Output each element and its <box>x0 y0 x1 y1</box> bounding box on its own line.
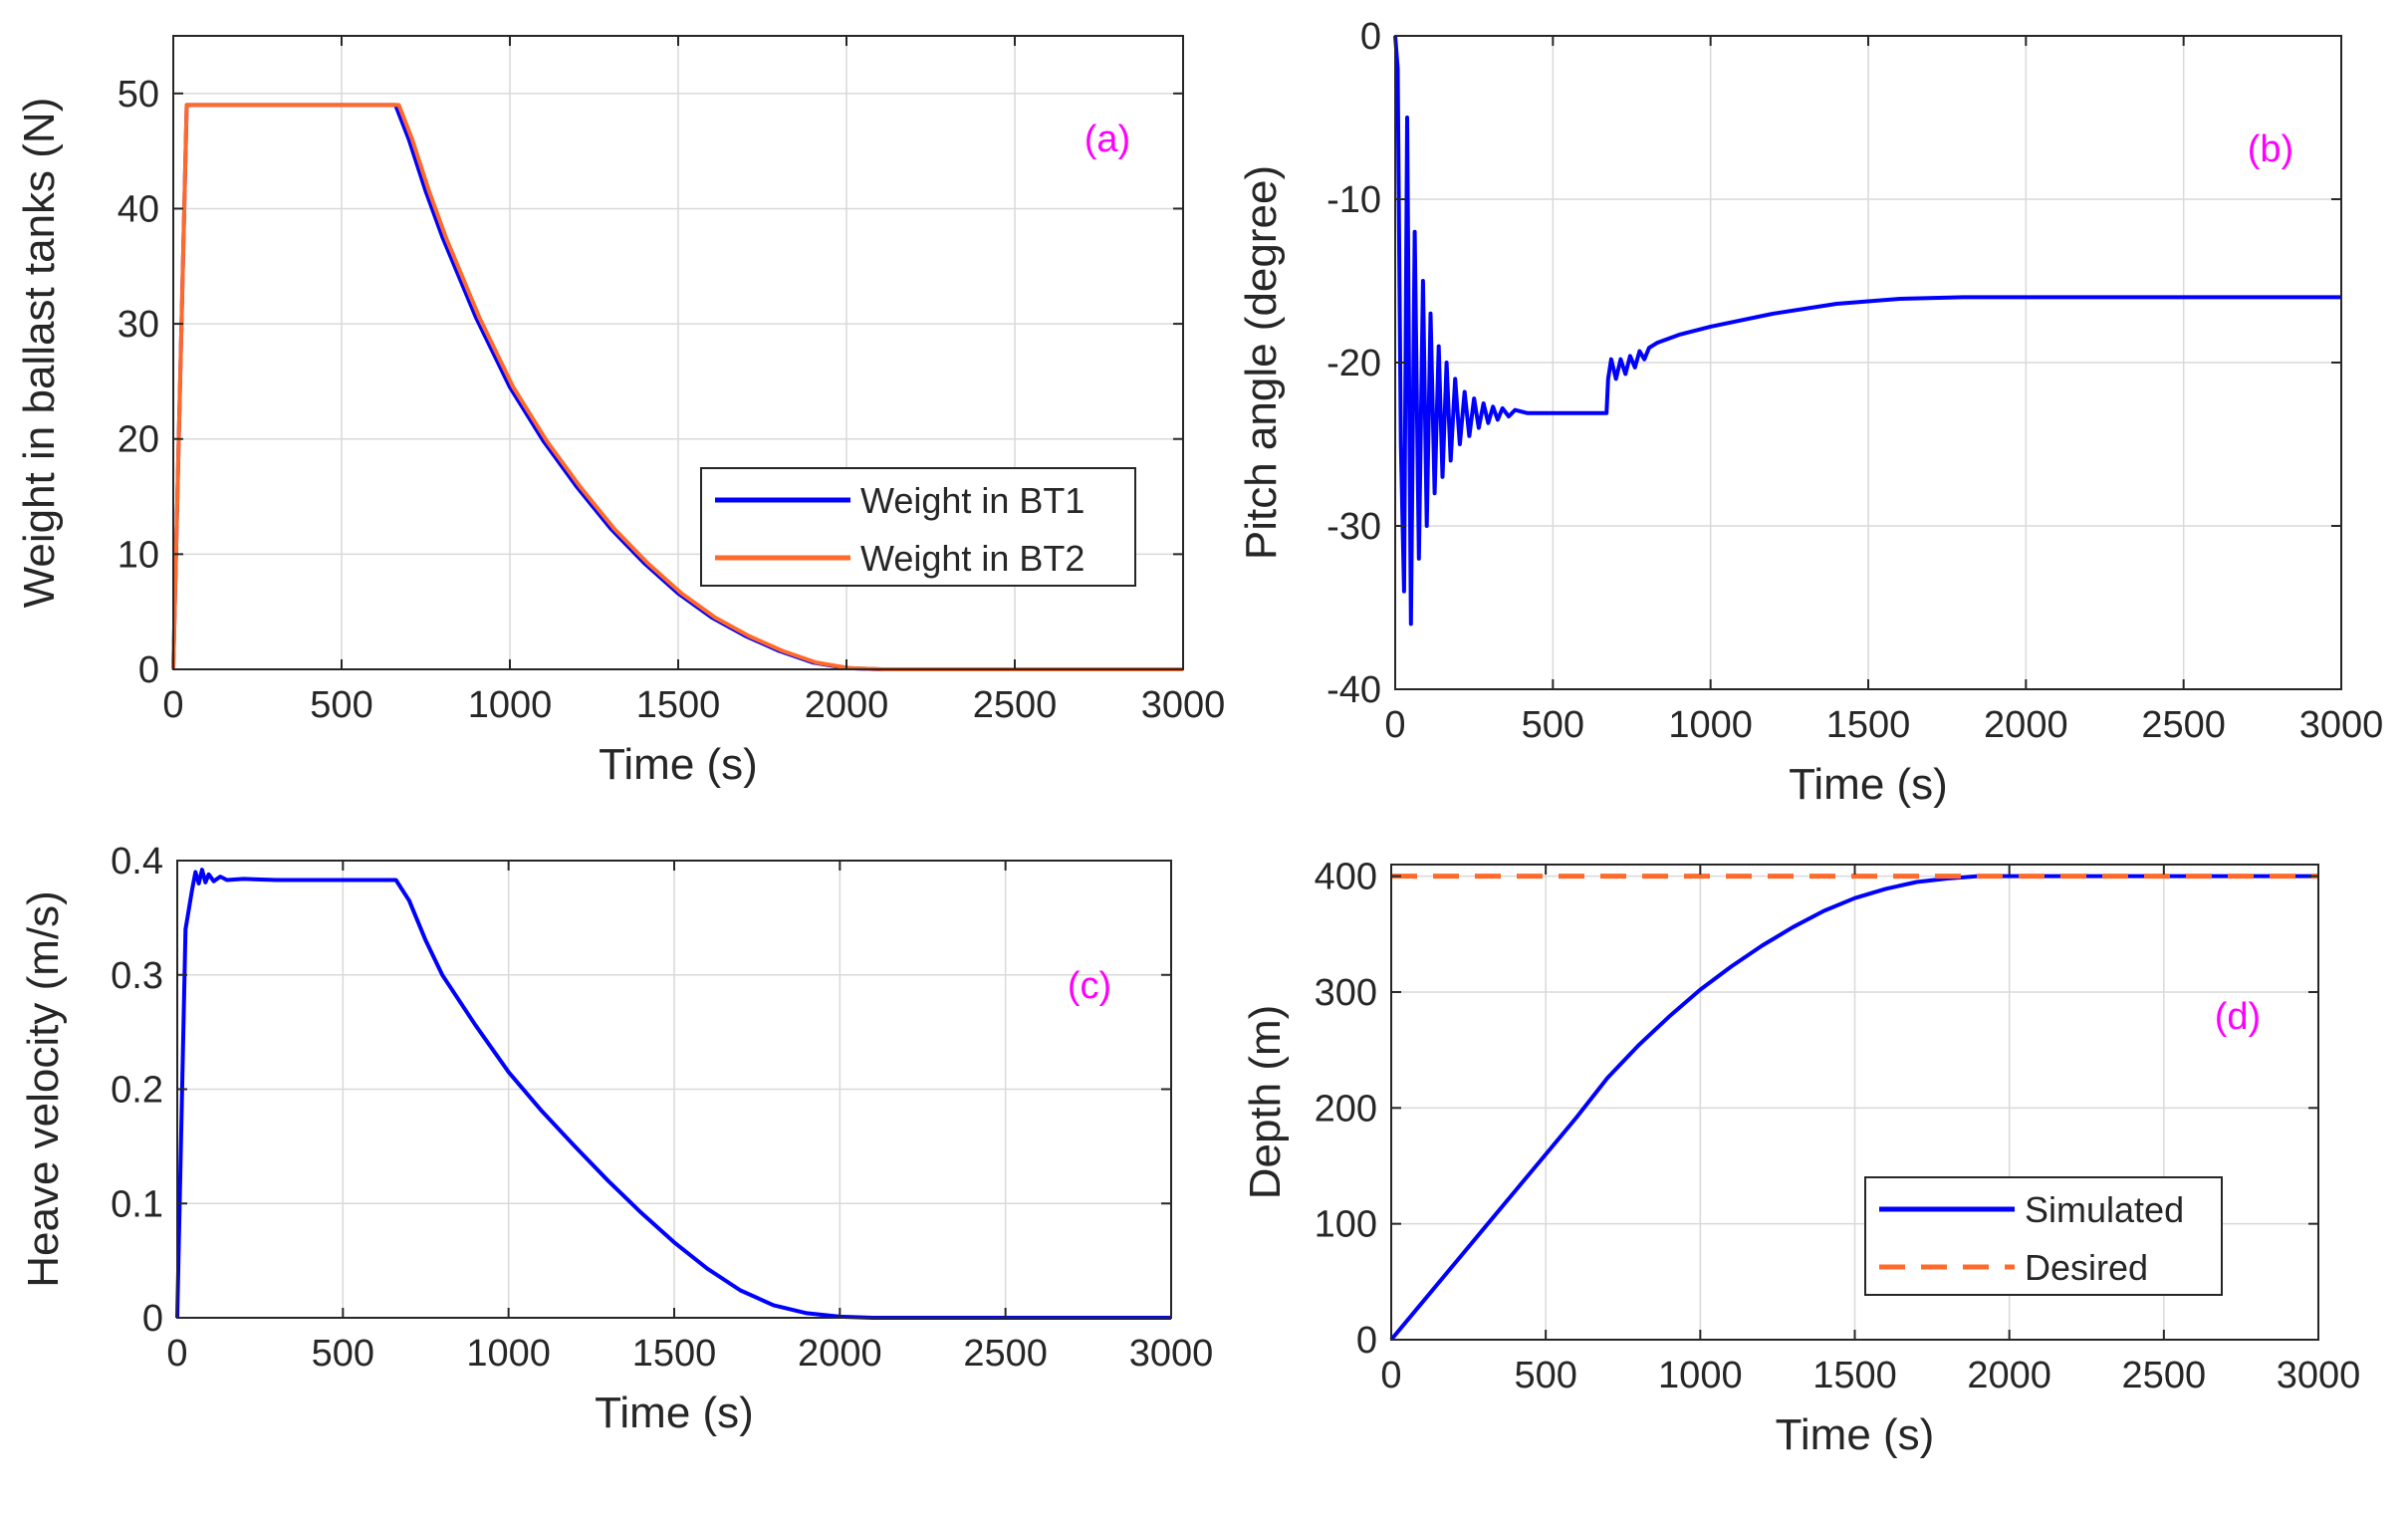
y-tick-label: 10 <box>118 534 159 576</box>
y-axis-label: Weight in ballast tanks (N) <box>15 98 64 609</box>
y-tick-label: -20 <box>1326 343 1381 384</box>
x-tick-label: 500 <box>1514 1355 1576 1396</box>
x-tick-label: 3000 <box>2277 1355 2361 1396</box>
y-tick-label: -10 <box>1326 179 1381 221</box>
y-tick-label: 30 <box>118 304 159 346</box>
y-tick-label: 0.1 <box>111 1183 163 1225</box>
x-tick-label: 0 <box>162 684 183 726</box>
legend: Simulated Desired <box>1864 1176 2223 1296</box>
x-tick-label: 3000 <box>2299 704 2384 746</box>
y-tick-label: 0 <box>1360 16 1381 58</box>
chart-panel-c: 0 500 1000 1500 2000 2500 3000 0 0.1 0.2 0.3 0.4 Tim… <box>19 841 1213 1437</box>
x-tick-label: 0 <box>166 1333 187 1375</box>
x-tick-label: 500 <box>1522 704 1584 746</box>
legend-label: Weight in BT1 <box>860 480 1084 521</box>
x-axis-label: Time (s) <box>1776 1410 1935 1459</box>
x-tick-label: 2500 <box>973 684 1058 726</box>
legend-box <box>1864 1176 2223 1296</box>
legend: Weight in BT1 Weight in BT2 <box>700 467 1136 587</box>
x-tick-label: 2000 <box>1984 704 2068 746</box>
x-tick-label: 3000 <box>1129 1333 1214 1375</box>
y-tick-label: 200 <box>1315 1088 1377 1130</box>
y-tick-label: 400 <box>1315 857 1377 898</box>
y-tick-label: 0.3 <box>111 955 163 997</box>
x-tick-label: 1500 <box>1812 1355 1897 1396</box>
legend-label: Desired <box>2025 1247 2148 1288</box>
x-tick-label: 500 <box>310 684 372 726</box>
y-tick-label: -30 <box>1326 506 1381 548</box>
x-axis-label: Time (s) <box>599 740 758 789</box>
series-line-pitch-angle <box>1393 35 2341 627</box>
x-tick-label: 500 <box>312 1333 374 1375</box>
x-tick-label: 1000 <box>1658 1355 1743 1396</box>
y-tick-label: 50 <box>118 74 159 116</box>
x-tick-label: 2500 <box>2122 1355 2207 1396</box>
legend-label: Simulated <box>2025 1189 2184 1230</box>
x-tick-label: 3000 <box>1141 684 1226 726</box>
y-tick-label: 100 <box>1315 1204 1377 1246</box>
x-tick-label: 2000 <box>805 684 889 726</box>
legend-box <box>700 467 1136 587</box>
chart-panel-d: 0 500 1000 1500 2000 2500 3000 0 100 200 300 400 Tim… <box>1241 857 2360 1459</box>
y-tick-label: 40 <box>118 188 159 230</box>
panel-label: (c) <box>1068 965 1111 1007</box>
x-tick-label: 2500 <box>963 1333 1048 1375</box>
y-tick-label: 0 <box>138 649 159 691</box>
x-tick-label: 2000 <box>798 1333 882 1375</box>
series-line-heave-velocity <box>175 868 1171 1320</box>
panel-label: (d) <box>2215 996 2261 1038</box>
chart-panel-b: 0 500 1000 1500 2000 2500 3000 0 -10 -20 -30 -40 Tim… <box>1237 16 2383 809</box>
y-tick-label: -40 <box>1326 669 1381 711</box>
y-axis-label: Depth (m) <box>1241 1005 1290 1200</box>
x-axis-label: Time (s) <box>595 1388 754 1437</box>
y-axis-label: Heave velocity (m/s) <box>19 890 68 1288</box>
x-tick-label: 2000 <box>1967 1355 2051 1396</box>
panel-label: (b) <box>2248 128 2293 170</box>
x-tick-label: 1500 <box>636 684 721 726</box>
y-axis-label: Pitch angle (degree) <box>1237 165 1286 560</box>
y-tick-label: 0 <box>1356 1320 1377 1362</box>
x-tick-label: 1000 <box>1668 704 1753 746</box>
x-tick-label: 1000 <box>468 684 553 726</box>
x-tick-label: 0 <box>1384 704 1405 746</box>
panel-label: (a) <box>1084 119 1130 160</box>
x-tick-label: 2500 <box>2141 704 2226 746</box>
legend-label: Weight in BT2 <box>860 538 1084 579</box>
y-tick-label: 0 <box>142 1298 163 1340</box>
series-line-weight-in-bt2 <box>171 103 1183 671</box>
y-tick-label: 0.4 <box>111 841 163 883</box>
x-axis-label: Time (s) <box>1789 760 1948 809</box>
x-tick-label: 0 <box>1380 1355 1401 1396</box>
x-tick-label: 1500 <box>1826 704 1911 746</box>
x-tick-label: 1000 <box>466 1333 551 1375</box>
x-tick-label: 1500 <box>632 1333 717 1375</box>
y-tick-label: 0.2 <box>111 1070 163 1112</box>
chart-panel-a: 0 500 1000 1500 2000 2500 3000 0 10 20 30 40 50 Time … <box>15 35 1226 789</box>
y-tick-label: 300 <box>1315 972 1377 1014</box>
y-tick-label: 20 <box>118 419 159 461</box>
